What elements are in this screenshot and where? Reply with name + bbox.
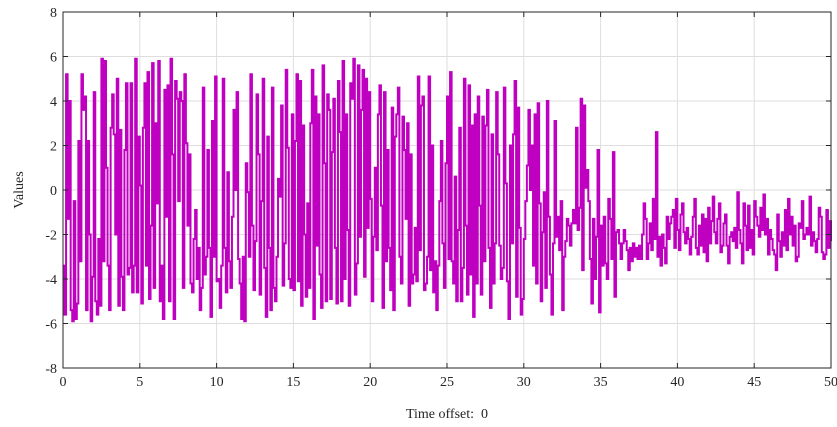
series-layer <box>63 57 832 323</box>
y-axis-title: Values <box>12 171 27 208</box>
x-axis-title: Time offset: 0 <box>406 407 488 422</box>
y-tick-label: 4 <box>50 95 57 110</box>
x-tick-label: 15 <box>286 375 300 390</box>
x-tick-label: 20 <box>363 375 377 390</box>
y-axis-ticks: -8 -6 -4 -2 0 2 4 6 8 <box>45 6 831 377</box>
y-tick-label: 0 <box>50 184 57 199</box>
x-tick-label: 40 <box>670 375 684 390</box>
x-tick-label: 25 <box>440 375 454 390</box>
x-tick-label: 50 <box>824 375 837 390</box>
series-line <box>63 57 832 323</box>
x-axis-ticks: 0 5 10 15 20 25 30 35 40 45 50 <box>60 12 837 390</box>
x-tick-label: 30 <box>517 375 531 390</box>
x-tick-label: 5 <box>136 375 143 390</box>
y-tick-label: 8 <box>50 6 57 21</box>
y-tick-label: -8 <box>45 362 57 377</box>
y-tick-label: 2 <box>50 140 57 155</box>
y-tick-label: 6 <box>50 51 57 66</box>
y-tick-label: -6 <box>45 318 57 333</box>
y-tick-label: -4 <box>45 273 57 288</box>
x-tick-label: 45 <box>747 375 761 390</box>
x-tick-label: 0 <box>60 375 67 390</box>
x-tick-label: 35 <box>594 375 608 390</box>
x-tick-label: 10 <box>210 375 224 390</box>
y-tick-label: -2 <box>45 229 57 244</box>
